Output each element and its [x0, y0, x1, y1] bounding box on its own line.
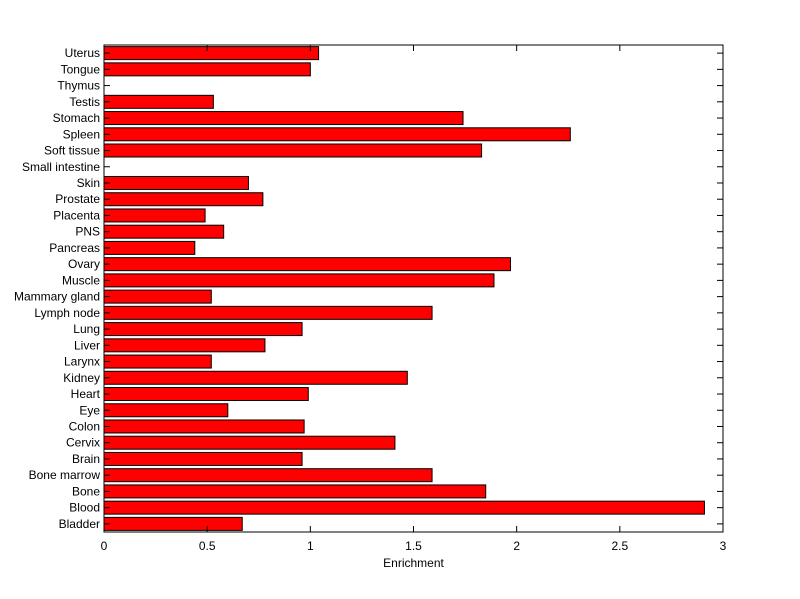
x-tick-label: 3 [720, 539, 727, 553]
x-tick-labels: 0 0.5 1 1.5 2 2.5 3 [101, 539, 727, 553]
y-tick-label: Small intestine [22, 160, 100, 174]
y-tick-label: Prostate [55, 192, 100, 206]
bar-skin [103, 175, 249, 190]
bar-spleen [103, 127, 571, 142]
bars [103, 46, 705, 531]
bar-brain [103, 451, 303, 466]
y-tick-label: Thymus [57, 79, 100, 93]
y-tick-label: Ovary [68, 257, 100, 271]
bar-stomach [103, 111, 464, 126]
bar-cervix [103, 435, 396, 450]
y-tick-label: Colon [69, 419, 100, 433]
y-tick-label: Stomach [53, 111, 100, 125]
x-tick-label: 2.5 [611, 539, 628, 553]
bar-lung [103, 322, 303, 337]
y-tick-label: Cervix [66, 436, 100, 450]
x-tick-label: 2 [513, 539, 520, 553]
y-tick-label: Muscle [62, 273, 100, 287]
y-tick-label: Spleen [63, 127, 100, 141]
bar-liver [103, 338, 266, 353]
y-tick-label: Soft tissue [44, 144, 100, 158]
x-tick-label: 0.5 [199, 539, 216, 553]
x-axis-label: Enrichment [383, 556, 444, 570]
bar-blood [103, 500, 705, 515]
bar-colon [103, 419, 305, 434]
y-tick-label: Bone [72, 484, 100, 498]
bar-larynx [103, 354, 212, 369]
bar-mammary-gland [103, 289, 212, 304]
bar-pns [103, 224, 225, 239]
y-tick-label: Skin [77, 176, 100, 190]
y-tick-label: Bladder [59, 517, 100, 531]
bar-bladder [103, 516, 243, 531]
bar-bone-marrow [103, 468, 433, 483]
bar-eye [103, 403, 229, 418]
y-tick-label: Bone marrow [29, 468, 101, 482]
bar-lymph-node [103, 305, 433, 320]
y-tick-label: Larynx [64, 355, 100, 369]
bar-heart [103, 387, 309, 402]
x-tick-label: 0 [101, 539, 108, 553]
bar-ovary [103, 257, 511, 272]
y-tick-label: Mammary gland [14, 290, 100, 304]
bar-placenta [103, 208, 206, 223]
bar-soft-tissue [103, 143, 483, 158]
y-tick-label: Pancreas [49, 241, 100, 255]
y-tick-labels: Uterus Tongue Thymus Testis Stomach Spleen Sof… [14, 46, 101, 531]
y-tick-label: Liver [74, 338, 100, 352]
bar-bone [103, 484, 487, 499]
y-tick-label: Heart [71, 387, 101, 401]
y-tick-label: Blood [69, 501, 100, 515]
bar-prostate [103, 192, 264, 207]
y-tick-label: Brain [72, 452, 100, 466]
bar-uterus [103, 46, 320, 61]
x-tick-label: 1 [307, 539, 314, 553]
bar-tongue [103, 62, 311, 77]
y-tick-marks [104, 52, 723, 525]
x-tick-label: 1.5 [405, 539, 422, 553]
y-tick-label: Placenta [53, 208, 100, 222]
plot-frame [103, 44, 724, 533]
y-tick-label: Lymph node [34, 306, 100, 320]
bar-pancreas [103, 240, 196, 255]
y-tick-label: Testis [69, 95, 100, 109]
y-tick-label: Tongue [61, 62, 101, 76]
y-tick-label: Lung [73, 322, 100, 336]
y-tick-label: Uterus [65, 46, 100, 60]
y-tick-label: Eye [79, 403, 100, 417]
y-tick-label: PNS [75, 225, 100, 239]
y-tick-label: Kidney [63, 371, 100, 385]
bar-testis [103, 94, 214, 109]
bar-kidney [103, 370, 408, 385]
bar-muscle [103, 273, 495, 288]
